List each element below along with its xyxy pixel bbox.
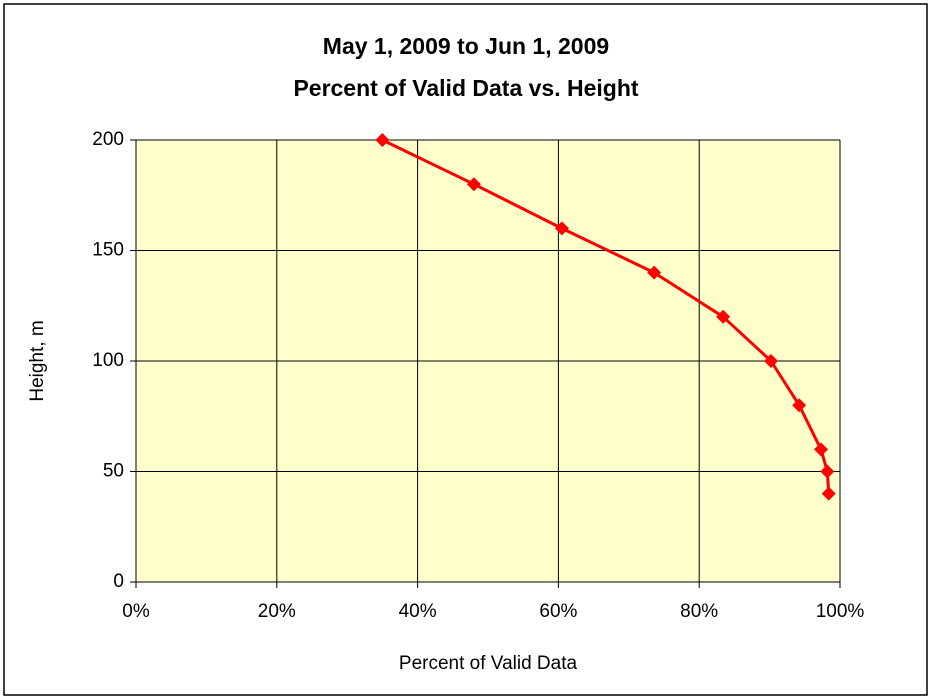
- y-tick-label: 0: [113, 571, 124, 592]
- y-tick-label: 50: [103, 461, 124, 482]
- chart-title: May 1, 2009 to Jun 1, 2009: [323, 33, 609, 59]
- y-tick-label: 200: [92, 129, 124, 150]
- marker: [647, 265, 662, 280]
- x-tick-label: 20%: [258, 601, 296, 622]
- marker: [554, 221, 569, 236]
- marker: [821, 486, 836, 501]
- x-tick-label: 60%: [539, 601, 577, 622]
- x-axis-label: Percent of Valid Data: [399, 653, 578, 674]
- marker: [375, 133, 390, 147]
- marker: [820, 464, 835, 479]
- series-line: [381, 138, 831, 494]
- chart-title: Percent of Valid Data vs. Height: [293, 75, 638, 101]
- y-tick-label: 100: [92, 350, 124, 371]
- marker: [764, 354, 779, 368]
- x-tick-label: 80%: [680, 601, 718, 622]
- marker: [813, 442, 828, 457]
- marker: [792, 398, 807, 413]
- marker: [716, 309, 731, 324]
- marker: [466, 177, 481, 192]
- x-tick-label: 0%: [122, 601, 150, 622]
- y-tick-label: 150: [92, 240, 124, 261]
- y-axis-label: Height, m: [27, 320, 48, 401]
- x-tick-label: 40%: [399, 601, 437, 622]
- x-tick-label: 100%: [816, 601, 865, 622]
